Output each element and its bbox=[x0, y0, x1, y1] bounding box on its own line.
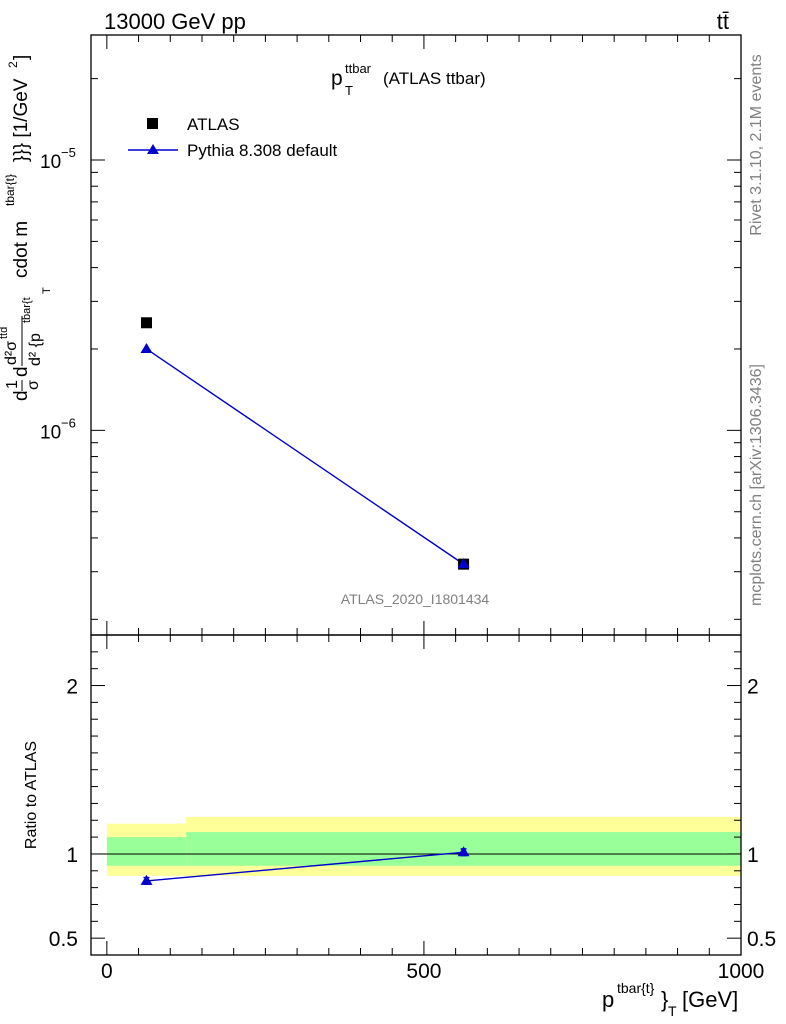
ylabel-d2: d bbox=[11, 366, 32, 377]
legend-marker-atlas bbox=[147, 118, 158, 129]
ratio-plot-area bbox=[140, 846, 470, 885]
ratio-y-tick-label-right: 1 bbox=[747, 844, 759, 867]
ylabel-d: d bbox=[11, 390, 32, 401]
tick-label-exponent: −5 bbox=[61, 145, 76, 160]
ratio-y-tick-label-left: 1 bbox=[66, 844, 78, 867]
ratio-uncertainty-bands bbox=[91, 816, 741, 876]
mcplots-label: mcplots.cern.ch [arXiv:1306.3436] bbox=[748, 364, 765, 606]
main-y-tick-label: 10 −6 bbox=[40, 415, 76, 443]
x-axis-title: p tbar{t} } T [GeV] bbox=[602, 980, 738, 1019]
xlabel-sub: T bbox=[668, 1003, 677, 1019]
legend-label-pythia: Pythia 8.308 default bbox=[187, 141, 338, 160]
title-sup: ttbar bbox=[345, 61, 372, 76]
xlabel-sup: tbar{t} bbox=[617, 980, 655, 996]
tick-label-base: 10 bbox=[40, 152, 61, 173]
ratio-data-point bbox=[457, 846, 470, 857]
ratio-y-tick-label-right: 0.5 bbox=[747, 928, 776, 951]
energy-label: 13000 GeV pp bbox=[104, 9, 246, 34]
x-tick-label: 0 bbox=[101, 960, 113, 983]
ratio-y-tick-label-left: 0.5 bbox=[49, 928, 78, 951]
rivet-version-label: Rivet 3.1.10, 2.1M events bbox=[748, 54, 765, 235]
main-y-axis-label: d 1 σ d d²σ ttd d² {p tbar{t T cdot m tb… bbox=[0, 55, 53, 401]
main-axis-ticks: 10−610−5 bbox=[40, 35, 742, 635]
tick-label-exponent: −6 bbox=[61, 415, 76, 430]
ylabel-cdot: cdot m bbox=[11, 221, 32, 278]
pythia-data-point bbox=[457, 558, 470, 569]
main-plot-area bbox=[140, 317, 470, 570]
legend: ATLAS Pythia 8.308 default bbox=[128, 115, 338, 160]
tick-label-base: 10 bbox=[40, 422, 61, 443]
xlabel-close: } bbox=[661, 987, 668, 1012]
x-tick-label: 500 bbox=[406, 960, 441, 983]
title-sub: T bbox=[345, 83, 353, 98]
xlabel-unit: [GeV] bbox=[682, 987, 738, 1012]
ylabel-tail-end: ] bbox=[11, 55, 32, 60]
ratio-y-tick-label-right: 2 bbox=[747, 676, 759, 699]
ylabel-sub-t: T bbox=[41, 287, 53, 294]
ratio-band-stat-uncertainty bbox=[106, 837, 187, 866]
title-suffix: (ATLAS ttbar) bbox=[383, 69, 486, 88]
ratio-data-point bbox=[140, 874, 153, 885]
x-tick-label: 1000 bbox=[718, 960, 765, 983]
ylabel-frac1-den: σ bbox=[25, 380, 42, 390]
pythia-data-point bbox=[140, 342, 153, 353]
ratio-axis-ticks: 0.5 0.5 1 1 2 2 0 500 1000 bbox=[49, 635, 776, 983]
xlabel-main: p bbox=[602, 987, 614, 1012]
ratio-panel-frame bbox=[90, 634, 742, 956]
ylabel-tail: }}} [1/GeV bbox=[11, 78, 32, 162]
legend-label-atlas: ATLAS bbox=[187, 115, 240, 134]
process-label: tt̄ bbox=[717, 9, 729, 34]
ylabel-m-sup: tbar{t} bbox=[3, 174, 17, 206]
ratio-y-axis-label: Ratio to ATLAS bbox=[23, 741, 40, 849]
main-y-tick-label: 10 −5 bbox=[40, 145, 76, 173]
atlas-data-point bbox=[140, 317, 152, 329]
pythia-series-line bbox=[146, 348, 464, 565]
ylabel-frac2-den-sup: tbar{t bbox=[21, 297, 33, 323]
ylabel-tail-sup: 2 bbox=[6, 61, 20, 68]
ylabel-frac2-den: d² {p bbox=[27, 333, 44, 366]
ratio-series-line bbox=[146, 851, 464, 882]
ylabel-frac2-num: d²σ bbox=[3, 341, 20, 365]
analysis-watermark: ATLAS_2020_I1801434 bbox=[341, 591, 490, 607]
ratio-y-tick-label-left: 2 bbox=[66, 676, 78, 699]
title-main: p bbox=[331, 67, 343, 90]
ylabel-frac2-num-sup: ttd bbox=[0, 327, 10, 339]
legend-marker-pythia bbox=[147, 144, 159, 154]
ylabel-frac1-num: 1 bbox=[4, 380, 21, 389]
main-plot-title: p ttbar T (ATLAS ttbar) bbox=[331, 61, 486, 98]
